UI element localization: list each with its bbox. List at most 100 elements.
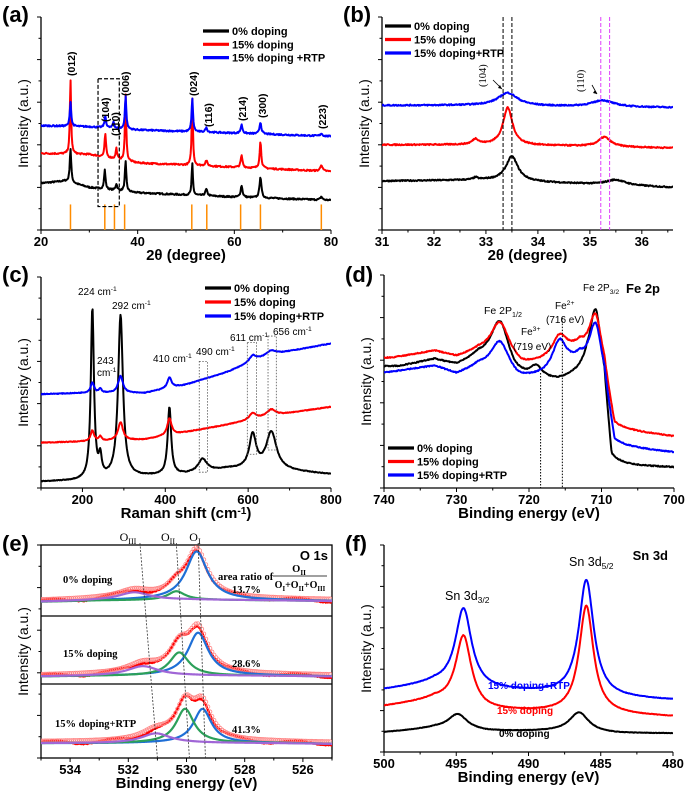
legend-item: 15% doping +RTP bbox=[203, 53, 325, 65]
data-point bbox=[193, 621, 199, 626]
label-text: Binding energy (eV) bbox=[458, 769, 600, 786]
label-text: 80 bbox=[324, 234, 338, 249]
label-text: Fe 2P bbox=[583, 283, 610, 294]
legend-label: 0% doping bbox=[414, 21, 470, 33]
label-text: ) bbox=[246, 505, 251, 522]
data-point bbox=[134, 732, 139, 737]
label-text: (104) bbox=[100, 97, 112, 122]
supscript-text: -1 bbox=[229, 346, 235, 353]
x-tick-label: 730 bbox=[446, 492, 468, 507]
sample-label: 15% doping+RTP bbox=[55, 719, 137, 730]
data-point bbox=[236, 734, 241, 739]
data-point bbox=[150, 724, 156, 729]
sample-label: 0% doping bbox=[63, 575, 113, 586]
label-text: O bbox=[120, 530, 129, 544]
data-point bbox=[134, 659, 139, 665]
x-tick-label: 534 bbox=[59, 762, 81, 777]
label-text: cm bbox=[97, 368, 110, 379]
data-point bbox=[146, 586, 152, 592]
data-point bbox=[226, 663, 231, 669]
data-point bbox=[116, 590, 121, 595]
series-line bbox=[41, 148, 331, 202]
legend-label: 0% doping bbox=[234, 283, 290, 295]
label-text: 15% doping bbox=[497, 706, 553, 717]
x-axis-label: Binding energy (eV) bbox=[116, 775, 258, 792]
data-point bbox=[110, 667, 115, 673]
peak-label: Fe 2P1/2 bbox=[484, 305, 522, 319]
data-point bbox=[238, 734, 243, 740]
series-line bbox=[41, 405, 331, 444]
data-point bbox=[120, 735, 125, 740]
label-text: (104) bbox=[478, 64, 489, 87]
data-point bbox=[156, 585, 162, 591]
y-axis-label: Intensity (a.u.) bbox=[358, 604, 374, 693]
data-point bbox=[126, 734, 131, 739]
label-text: 13.7% bbox=[232, 585, 261, 596]
data-point bbox=[193, 545, 199, 550]
label-text: 720 bbox=[518, 492, 540, 507]
data-point bbox=[140, 658, 146, 663]
x-axis-label: Raman shift (cm-1) bbox=[121, 505, 252, 522]
data-point bbox=[128, 586, 133, 591]
data-point bbox=[114, 736, 119, 741]
label-text: 36 bbox=[635, 234, 649, 249]
data-point bbox=[110, 591, 115, 597]
peak-label: (716 eV) bbox=[546, 315, 584, 326]
legend-item: 15% doping bbox=[385, 35, 476, 47]
subscript-text: I bbox=[282, 586, 285, 593]
label-text: 0% doping bbox=[234, 283, 290, 295]
x-tick-label: 485 bbox=[590, 756, 612, 771]
label-text: 710 bbox=[591, 492, 613, 507]
supscript-text: -1 bbox=[186, 353, 192, 360]
label-text: 15% doping bbox=[232, 39, 294, 51]
label-text: (f) bbox=[345, 531, 367, 556]
label-text: 0% doping bbox=[414, 21, 470, 33]
series-line bbox=[384, 308, 674, 469]
data-point bbox=[228, 664, 233, 670]
label-text: 15% doping bbox=[417, 457, 479, 469]
panel-label: (a) bbox=[2, 2, 29, 27]
x-tick-label: 528 bbox=[234, 762, 256, 777]
label-text: Intensity (a.u.) bbox=[358, 604, 374, 693]
data-point bbox=[158, 721, 164, 727]
panel-label: (b) bbox=[343, 2, 371, 27]
x-tick-label: 495 bbox=[445, 756, 467, 771]
miller-index-label: (012) bbox=[66, 51, 78, 76]
supscript-text: -1 bbox=[237, 506, 246, 517]
label-text: 224 cm bbox=[78, 287, 111, 298]
series-group bbox=[382, 91, 673, 189]
label-text: 0% doping bbox=[499, 729, 550, 740]
component-label: OI bbox=[189, 530, 201, 546]
label-text: 15% doping+RTP bbox=[417, 470, 507, 482]
label-text: 400 bbox=[154, 492, 176, 507]
data-point bbox=[148, 725, 154, 730]
peak-region-box bbox=[198, 360, 208, 473]
label-text: 15% doping+RTP bbox=[55, 719, 137, 730]
miller-index-label: (104) bbox=[478, 64, 489, 87]
data-point bbox=[205, 704, 211, 709]
label-text: Binding energy (eV) bbox=[116, 775, 258, 792]
x-tick-label: 40 bbox=[130, 234, 144, 249]
x-tick-label: 600 bbox=[237, 492, 259, 507]
label-text: 35 bbox=[583, 234, 597, 249]
data-point bbox=[158, 584, 164, 590]
label-text: (110) bbox=[576, 69, 587, 92]
subscript-text: I bbox=[198, 537, 201, 546]
data-point bbox=[156, 722, 162, 727]
label-text: 800 bbox=[320, 492, 342, 507]
data-point bbox=[171, 641, 176, 647]
series-inline-label: 15% doping+RTP bbox=[488, 681, 570, 692]
peak-label: 410 cm-1 bbox=[153, 353, 192, 365]
data-point bbox=[154, 657, 160, 662]
legend-item: 0% doping bbox=[385, 21, 470, 33]
label-text: area ratio of bbox=[218, 572, 274, 583]
label-text: 2θ (degree) bbox=[488, 247, 568, 264]
label-text: 490 cm bbox=[196, 347, 229, 358]
label-text: O bbox=[189, 530, 198, 544]
series-line bbox=[41, 79, 331, 173]
legend-item: 0% doping bbox=[388, 443, 473, 455]
label-text: Fe bbox=[555, 301, 567, 312]
label-text: (006) bbox=[120, 71, 132, 96]
data-point bbox=[181, 564, 186, 570]
label-text: 34 bbox=[531, 234, 546, 249]
